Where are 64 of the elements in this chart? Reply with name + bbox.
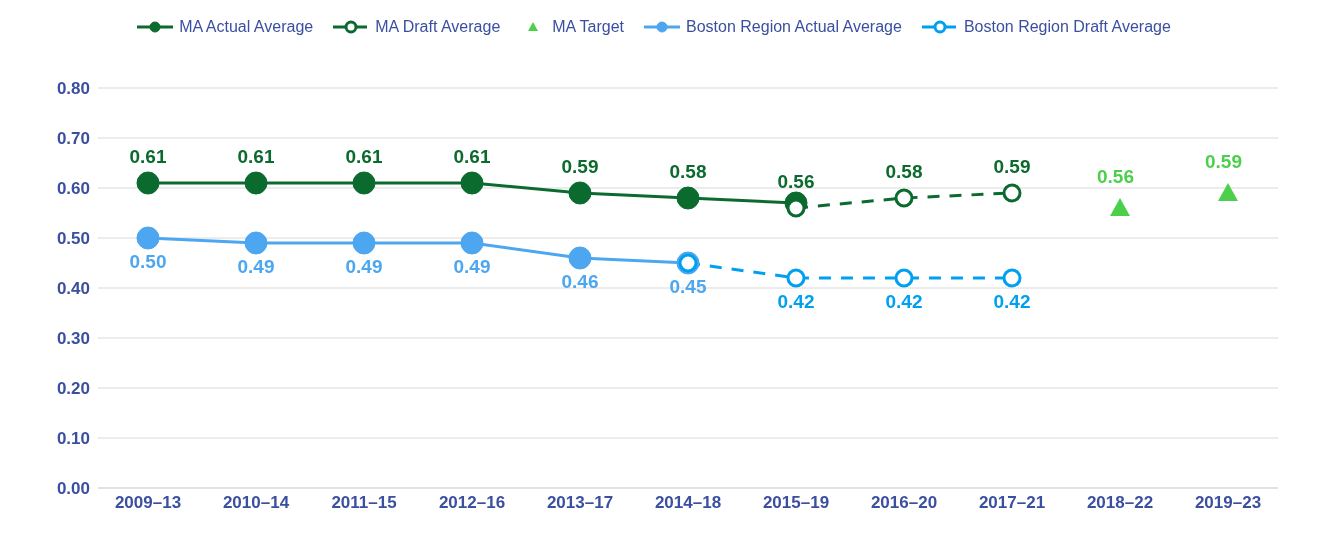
y-tick-label: 0.80 bbox=[56, 79, 90, 99]
y-tick-label: 0.40 bbox=[56, 279, 90, 299]
x-tick-label: 2013–17 bbox=[546, 493, 614, 513]
x-tick-label: 2010–14 bbox=[222, 493, 290, 513]
point bbox=[1110, 198, 1130, 216]
y-tick-label: 0.00 bbox=[56, 479, 90, 499]
point bbox=[786, 198, 806, 218]
point bbox=[460, 231, 484, 255]
x-tick-label: 2016–20 bbox=[870, 493, 938, 513]
x-tick-label: 2015–19 bbox=[762, 493, 830, 513]
point bbox=[676, 186, 700, 210]
point bbox=[568, 246, 592, 270]
x-tick-label: 2011–15 bbox=[331, 493, 397, 513]
point bbox=[1002, 268, 1022, 288]
x-tick-label: 2014–18 bbox=[654, 493, 722, 513]
point bbox=[1002, 183, 1022, 203]
data-label: 0.61 bbox=[129, 146, 167, 167]
y-tick-label: 0.60 bbox=[56, 179, 90, 199]
legend-label: MA Target bbox=[551, 18, 625, 36]
point bbox=[1218, 183, 1238, 201]
data-label: 0.59 bbox=[561, 156, 599, 177]
data-label: 0.42 bbox=[885, 291, 923, 312]
x-tick-label: 2019–23 bbox=[1194, 493, 1262, 513]
data-label: 0.50 bbox=[129, 251, 167, 272]
point bbox=[352, 231, 376, 255]
point bbox=[136, 226, 160, 250]
point bbox=[568, 181, 592, 205]
data-label: 0.49 bbox=[453, 256, 491, 277]
data-label: 0.45 bbox=[669, 276, 707, 297]
point bbox=[786, 268, 806, 288]
x-tick-label: 2017–21 bbox=[978, 493, 1046, 513]
data-label: 0.56 bbox=[777, 171, 815, 192]
y-tick-label: 0.50 bbox=[56, 229, 90, 249]
point bbox=[244, 171, 268, 195]
data-label: 0.46 bbox=[561, 271, 599, 292]
point bbox=[460, 171, 484, 195]
legend-label: MA Draft Average bbox=[374, 18, 501, 36]
point bbox=[894, 188, 914, 208]
y-tick-label: 0.30 bbox=[56, 329, 90, 349]
data-label: 0.61 bbox=[345, 146, 383, 167]
x-tick-label: 2009–13 bbox=[114, 493, 182, 513]
x-tick-label: 2012–16 bbox=[438, 493, 506, 513]
point bbox=[244, 231, 268, 255]
legend-label: MA Actual Average bbox=[178, 18, 314, 36]
point bbox=[352, 171, 376, 195]
legend-label: Boston Region Actual Average bbox=[685, 18, 902, 36]
y-tick-label: 0.20 bbox=[56, 379, 90, 399]
point bbox=[136, 171, 160, 195]
x-tick-label: 2018–22 bbox=[1086, 493, 1154, 513]
data-label: 0.49 bbox=[345, 256, 383, 277]
data-label: 0.42 bbox=[993, 291, 1031, 312]
legend-label: Boston Region Draft Average bbox=[962, 18, 1171, 36]
data-label: 0.59 bbox=[1204, 151, 1242, 173]
point bbox=[894, 268, 914, 288]
y-tick-label: 0.10 bbox=[56, 429, 90, 449]
data-label: 0.58 bbox=[669, 161, 707, 182]
data-label: 0.42 bbox=[777, 291, 815, 312]
data-label: 0.61 bbox=[453, 146, 491, 167]
y-tick-label: 0.70 bbox=[56, 129, 90, 149]
data-label: 0.61 bbox=[237, 146, 275, 167]
data-label: 0.49 bbox=[237, 256, 275, 277]
data-label: 0.59 bbox=[993, 156, 1031, 177]
data-label: 0.58 bbox=[885, 161, 923, 182]
data-label: 0.56 bbox=[1096, 166, 1134, 188]
